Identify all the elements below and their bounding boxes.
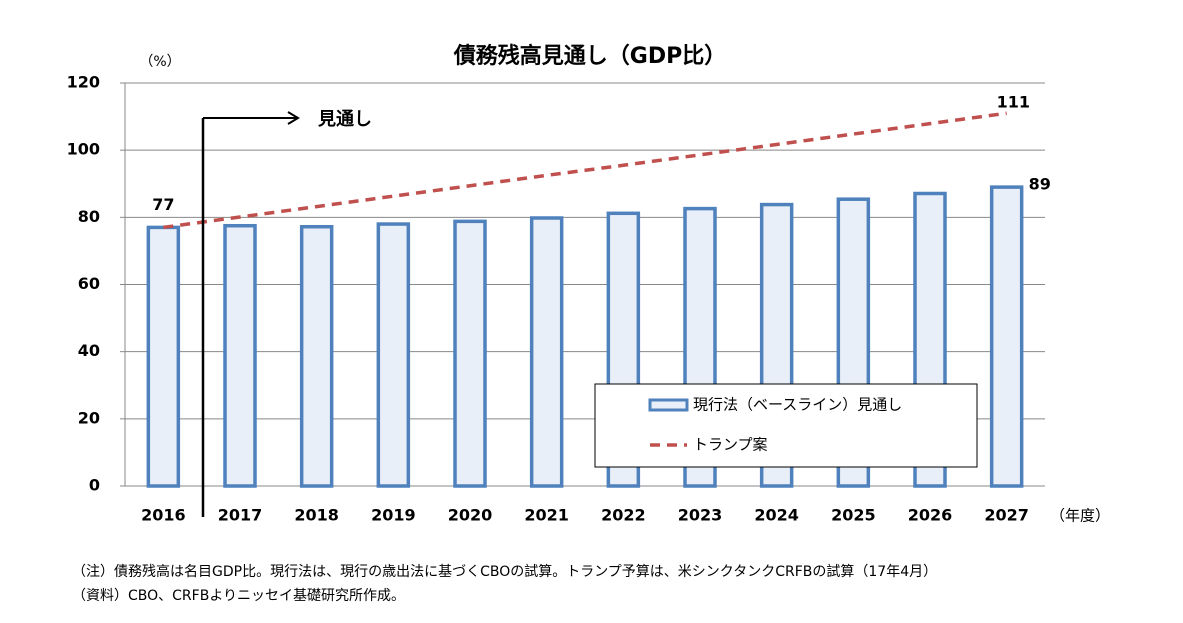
note: （注）債務残高は名目GDP比。現行法は、現行の歳出法に基づくCBOの試算。トラン… xyxy=(72,563,937,580)
data-label: 111 xyxy=(997,93,1030,112)
bar xyxy=(529,216,564,488)
legend-label: 現行法（ベースライン）見通し xyxy=(693,396,902,414)
y-tick-label: 40 xyxy=(78,341,100,360)
x-tick-label: 2020 xyxy=(448,506,493,525)
y-tick-label: 60 xyxy=(78,274,100,293)
x-tick-label: 2019 xyxy=(371,506,416,525)
x-tick-label: 2027 xyxy=(984,506,1029,525)
y-tick-label: 20 xyxy=(78,408,100,427)
line xyxy=(163,111,1007,230)
bar xyxy=(146,225,181,488)
y-tick-label: 100 xyxy=(67,140,100,159)
data-label: 89 xyxy=(1029,175,1051,194)
x-tick-label: 2026 xyxy=(908,506,953,525)
bar xyxy=(989,185,1024,488)
x-unit: （年度） xyxy=(1050,507,1110,525)
legend-box xyxy=(594,383,978,468)
y-tick-label: 0 xyxy=(89,476,100,495)
data-label: 77 xyxy=(152,195,174,214)
x-tick-label: 2023 xyxy=(678,506,723,525)
x-tick-label: 2024 xyxy=(754,506,799,525)
x-tick-label: 2016 xyxy=(141,506,186,525)
note: （資料）CBO、CRFBよりニッセイ基礎研究所作成。 xyxy=(72,587,405,604)
x-tick-label: 2017 xyxy=(218,506,263,525)
bar xyxy=(299,224,334,488)
bar xyxy=(223,223,257,488)
legend-label: トランプ案 xyxy=(693,436,768,454)
x-tick-label: 2025 xyxy=(831,506,876,525)
x-tick-label: 2021 xyxy=(524,506,569,525)
x-tick-label: 2022 xyxy=(601,506,646,525)
y-tick-label: 120 xyxy=(67,73,100,92)
y-unit: （%） xyxy=(139,54,180,70)
legend-swatch xyxy=(648,398,689,412)
bar xyxy=(376,222,411,488)
x-tick-label: 2018 xyxy=(294,506,339,525)
annotation: 見通し xyxy=(317,109,372,130)
arrow-head xyxy=(287,111,300,125)
chart-title: 債務残高見通し（GDP比） xyxy=(453,43,726,69)
bar xyxy=(453,219,487,488)
y-tick-label: 80 xyxy=(78,207,100,226)
